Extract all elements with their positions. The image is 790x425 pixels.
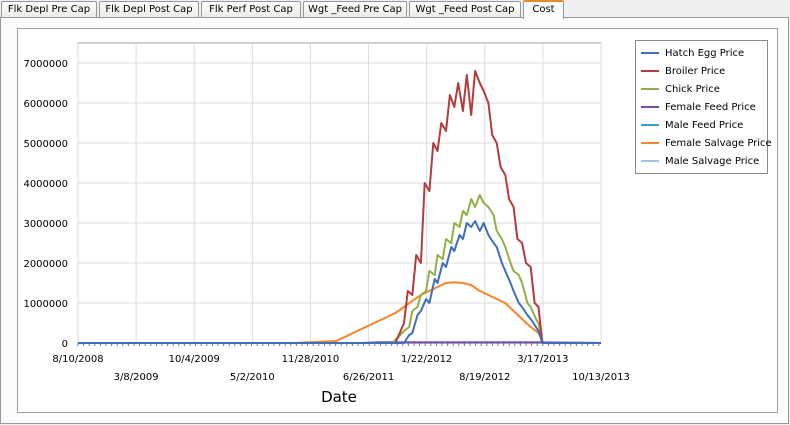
series-line-female-salvage-price <box>78 281 601 344</box>
x-axis-label: Date <box>321 388 357 406</box>
legend-swatch <box>641 124 659 126</box>
tab-cost[interactable]: Cost <box>523 0 564 19</box>
x-tick-label: 3/8/2009 <box>114 372 159 383</box>
legend-label: Hatch Egg Price <box>665 47 745 59</box>
x-tick-label: 1/22/2012 <box>401 354 452 365</box>
legend-item: Hatch Egg Price <box>636 44 767 62</box>
y-tick-label: 4000000 <box>23 179 68 190</box>
tab-flk-depl-post-cap[interactable]: Flk Depl Post Cap <box>99 1 199 17</box>
y-tick-label: 1000000 <box>23 299 68 310</box>
legend-label: Female Salvage Price <box>665 137 772 149</box>
x-tick-label: 8/10/2008 <box>52 354 103 365</box>
legend-label: Male Feed Price <box>665 119 744 131</box>
y-tick-label: 2000000 <box>23 259 68 270</box>
legend-swatch <box>641 142 659 144</box>
legend-label: Chick Price <box>665 83 720 95</box>
tab-wgt-feed-pre-cap[interactable]: Wgt _Feed Pre Cap <box>303 1 407 17</box>
plot-area <box>77 42 602 344</box>
legend-label: Broiler Price <box>665 65 726 77</box>
x-tick-label: 5/2/2010 <box>230 372 275 383</box>
tab-wgt-feed-post-cap[interactable]: Wgt _Feed Post Cap <box>409 1 521 17</box>
y-tick-label: 6000000 <box>23 99 68 110</box>
legend-item: Chick Price <box>636 80 767 98</box>
legend-item: Broiler Price <box>636 62 767 80</box>
x-tick-label: 8/19/2012 <box>459 372 510 383</box>
x-tick-label: 10/4/2009 <box>169 354 220 365</box>
x-tick-label: 10/13/2013 <box>572 372 630 383</box>
legend-item: Male Salvage Price <box>636 152 767 170</box>
legend-item: Female Salvage Price <box>636 134 772 152</box>
series-line-hatch-egg-price <box>78 220 601 344</box>
legend-swatch <box>641 88 659 90</box>
legend-swatch <box>641 52 659 54</box>
legend-item: Female Feed Price <box>636 98 767 116</box>
series-line-chick-price <box>78 194 601 344</box>
tab-bar: Flk Depl Pre Cap Flk Depl Post Cap Flk P… <box>0 0 790 19</box>
x-tick-label: 11/28/2010 <box>282 354 340 365</box>
y-tick-label: 7000000 <box>23 59 68 70</box>
series-line-broiler-price <box>78 70 601 344</box>
y-tick-label: 0 <box>62 339 68 350</box>
legend-swatch <box>641 160 659 162</box>
legend-item: Male Feed Price <box>636 116 767 134</box>
x-tick-label: 6/26/2011 <box>343 372 394 383</box>
legend-label: Male Salvage Price <box>665 155 760 167</box>
legend-swatch <box>641 106 659 108</box>
y-tick-label: 3000000 <box>23 219 68 230</box>
tab-flk-depl-pre-cap[interactable]: Flk Depl Pre Cap <box>1 1 97 17</box>
legend-swatch <box>641 70 659 72</box>
chart-legend: Hatch Egg Price Broiler Price Chick Price F… <box>635 40 772 174</box>
x-tick-label: 3/17/2013 <box>517 354 568 365</box>
tab-flk-perf-post-cap[interactable]: Flk Perf Post Cap <box>201 1 301 17</box>
y-tick-label: 5000000 <box>23 139 68 150</box>
legend-label: Female Feed Price <box>665 101 756 113</box>
